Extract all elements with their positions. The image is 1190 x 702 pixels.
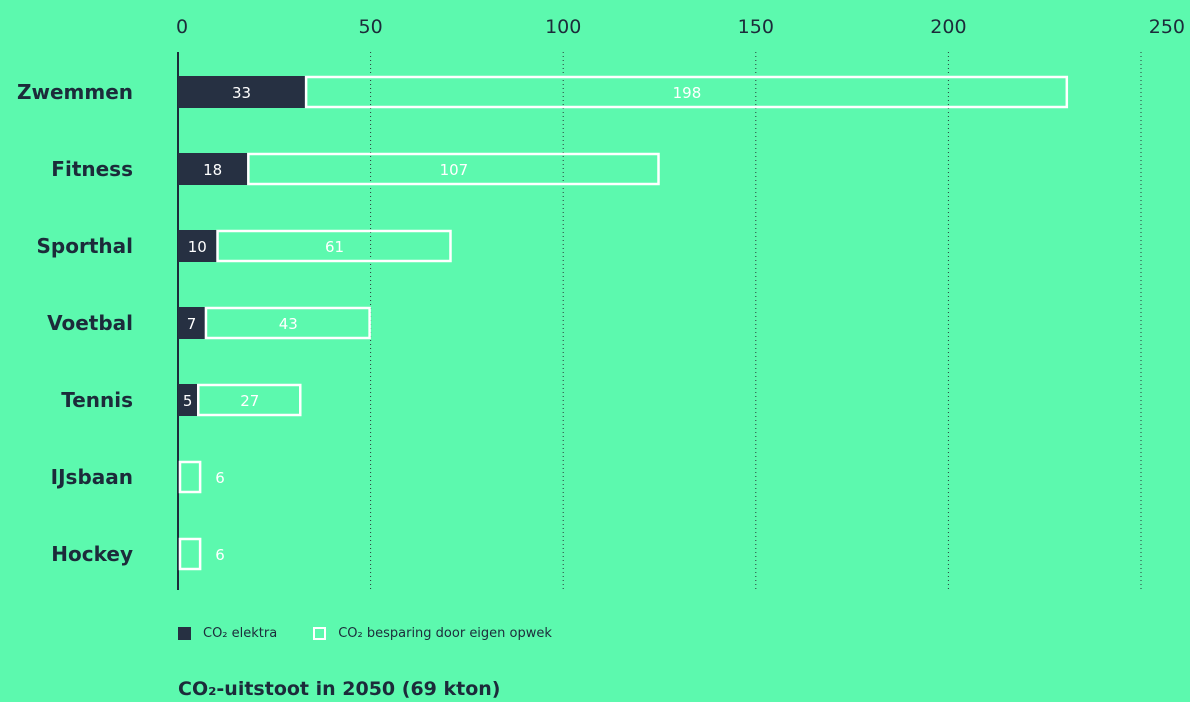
- chart-title: CO₂-uitstoot in 2050 (69 kton): [178, 678, 501, 700]
- category-label: Zwemmen: [17, 80, 133, 104]
- legend-swatch-outline: [313, 627, 327, 640]
- data-label-elektra: 18: [203, 161, 222, 179]
- bar-besparing: [178, 460, 202, 494]
- bar-elektra: [178, 76, 306, 108]
- legend-item-elektra: CO₂ elektra: [178, 626, 277, 641]
- x-tick-label: 50: [359, 16, 383, 38]
- data-label-elektra: 7: [187, 315, 197, 333]
- data-label-elektra: 33: [232, 84, 251, 102]
- category-label: Voetbal: [47, 311, 133, 335]
- legend-label-elektra: CO₂ elektra: [203, 626, 278, 641]
- bar-elektra: [178, 230, 217, 262]
- legend-label-besparing: CO₂ besparing door eigen opwek: [338, 626, 552, 641]
- x-tick-label: 200: [930, 16, 966, 38]
- data-label-elektra: 10: [188, 238, 207, 256]
- data-label-besparing: 27: [240, 392, 259, 410]
- category-label: Tennis: [61, 388, 133, 412]
- bar-elektra: [178, 384, 198, 416]
- legend: CO₂ elektra CO₂ besparing door eigen opw…: [178, 626, 588, 641]
- bar-besparing: [304, 75, 1069, 109]
- bar-elektra: [178, 153, 248, 185]
- category-label: Hockey: [51, 542, 133, 566]
- data-label-besparing: 6: [215, 546, 225, 564]
- x-tick-label: 100: [545, 16, 581, 38]
- bar-besparing: [247, 152, 660, 186]
- category-label: Fitness: [51, 157, 133, 181]
- category-label: Sporthal: [37, 234, 133, 258]
- legend-swatch-dark: [178, 627, 191, 640]
- data-label-besparing: 61: [325, 238, 344, 256]
- bar-elektra: [178, 307, 205, 339]
- data-label-besparing: 107: [440, 161, 469, 179]
- x-tick-label: 0: [176, 16, 188, 38]
- bar-besparing: [216, 229, 452, 263]
- data-label-besparing: 43: [279, 315, 298, 333]
- bar-besparing: [204, 306, 371, 340]
- category-label: IJsbaan: [51, 465, 133, 489]
- data-label-besparing: 6: [215, 469, 225, 487]
- x-tick-label: 150: [738, 16, 774, 38]
- legend-item-besparing: CO₂ besparing door eigen opwek: [313, 626, 552, 641]
- bar-besparing: [197, 383, 302, 417]
- bar-besparing: [178, 537, 202, 571]
- data-label-besparing: 198: [673, 84, 702, 102]
- data-label-elektra: 5: [183, 392, 193, 410]
- x-tick-label: 250: [1149, 16, 1185, 38]
